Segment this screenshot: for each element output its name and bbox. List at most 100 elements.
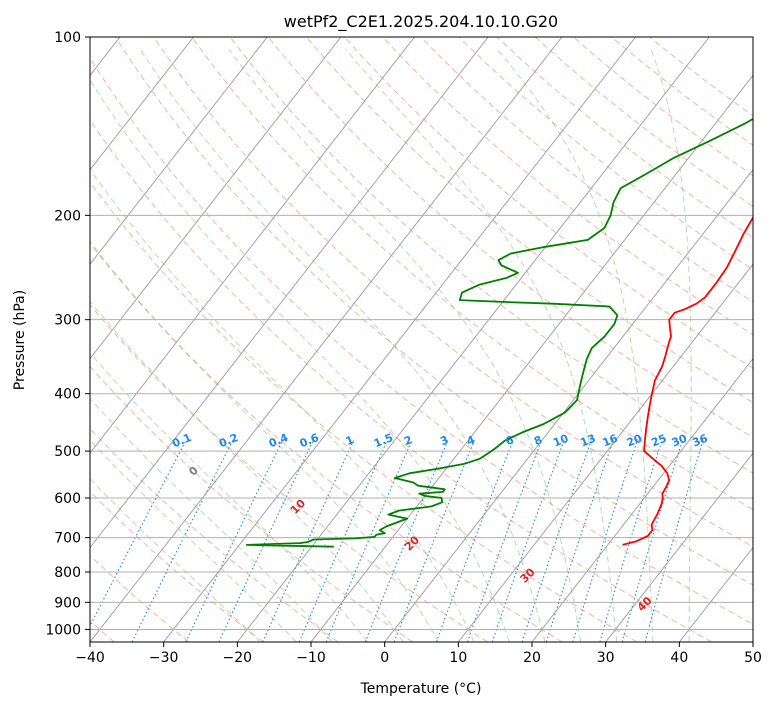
- isotherm-line: [605, 452, 753, 642]
- moist-adiabat-line: [228, 49, 582, 642]
- y-tick-label: 700: [54, 531, 81, 547]
- dry-adiabat-label: 10: [288, 497, 308, 517]
- mixing-ratio-labels: 0.1 0.2 0.4 0.6 1 1.5 2 3 4 6 8 10 13 16 20 25 30 36: [170, 431, 710, 450]
- mixing-ratio-line: [131, 440, 234, 642]
- mixing-ratio-label: 30: [670, 432, 689, 450]
- isotherm-line: [384, 169, 753, 642]
- dry-adiabats: [90, 37, 753, 642]
- isotherm-line: [531, 357, 753, 642]
- mixing-ratio-label: 1: [344, 433, 356, 448]
- isotherm-line: [752, 641, 753, 642]
- dry-adiabat-line: [90, 119, 712, 642]
- dry-adiabat-line: [611, 37, 753, 146]
- x-axis-ticks: −40 −30 −20 −10 0 10 20 30 40 50: [75, 642, 762, 666]
- isotherm-line: [90, 37, 563, 642]
- mixing-ratio-label: 16: [601, 432, 620, 450]
- mixing-ratio-label: 0.2: [217, 431, 240, 450]
- y-axis-ticks: 100 200 300 400 500 600 700 800 900 1000: [45, 30, 90, 638]
- mixing-ratio-label: 13: [579, 432, 598, 450]
- moist-adiabat-line: [90, 168, 475, 642]
- x-tick-label: 50: [744, 650, 762, 666]
- moist-adiabat-line: [90, 300, 404, 642]
- mixing-ratio-line: [644, 440, 704, 642]
- mixing-ratio-line: [262, 440, 355, 642]
- isotherm-line: [163, 37, 636, 642]
- profile-series: [245, 117, 753, 548]
- moist-adiabat-line: [90, 352, 369, 642]
- x-tick-label: −20: [223, 650, 253, 666]
- mixing-ratio-line: [466, 440, 543, 642]
- y-axis-label: Pressure (hPa): [12, 290, 28, 390]
- mixing-ratio-label: 25: [649, 432, 668, 450]
- x-tick-label: 20: [523, 650, 541, 666]
- moist-adiabats: [90, 49, 692, 642]
- moist-adiabat-line: [497, 49, 654, 642]
- y-tick-label: 100: [54, 30, 81, 46]
- dry-adiabat-line: [90, 242, 563, 642]
- mixing-ratio-label: 3: [438, 433, 450, 448]
- isotherm-line: [90, 37, 342, 360]
- mixing-ratio-line: [572, 440, 638, 642]
- temperature-line: [622, 215, 753, 546]
- dry-adiabat-line: [90, 427, 339, 642]
- y-tick-label: 500: [54, 444, 81, 460]
- moist-adiabat-line: [650, 49, 692, 642]
- x-tick-label: 30: [597, 650, 615, 666]
- moist-adiabat-line: [90, 439, 297, 642]
- dry-adiabat-line: [267, 37, 753, 438]
- dewpoint-line: [245, 117, 753, 548]
- mixing-ratio-line: [621, 440, 683, 642]
- mixing-ratio-label: 20: [625, 432, 644, 450]
- mixing-ratio-lines: [90, 440, 704, 642]
- mixing-ratio-label: 36: [691, 432, 710, 450]
- y-tick-label: 300: [54, 313, 81, 329]
- x-tick-label: −30: [149, 650, 179, 666]
- moist-adiabat-line: [345, 49, 618, 642]
- x-tick-label: −10: [296, 650, 326, 666]
- y-tick-label: 400: [54, 387, 81, 403]
- isotherm-line: [236, 37, 710, 642]
- moist-adiabat-line: [139, 49, 546, 642]
- mixing-ratio-line: [185, 440, 283, 642]
- y-tick-label: 900: [54, 595, 81, 611]
- dry-adiabat-line: [90, 56, 753, 625]
- y-tick-label: 800: [54, 565, 81, 581]
- moist-adiabat-line: [90, 240, 439, 642]
- x-tick-label: −40: [75, 650, 105, 666]
- x-tick-label: 40: [670, 650, 688, 666]
- x-tick-label: 0: [380, 650, 389, 666]
- dry-adiabat-line: [382, 37, 753, 336]
- x-tick-label: 10: [449, 650, 467, 666]
- dry-adiabat-line: [229, 37, 753, 474]
- dry-adiabat-line: [344, 37, 753, 369]
- dry-adiabat-line: [420, 37, 753, 303]
- dry-adiabat-label: 30: [518, 565, 538, 585]
- mixing-ratio-line: [491, 440, 565, 642]
- mixing-ratio-line: [545, 440, 614, 642]
- dry-adiabat-line: [534, 37, 753, 207]
- mixing-ratio-label: 8: [532, 433, 544, 448]
- y-tick-label: 200: [54, 208, 81, 224]
- mixing-ratio-line: [599, 440, 663, 642]
- dry-adiabat-line: [573, 37, 753, 177]
- plot-frame: [89, 36, 754, 643]
- dry-adiabat-line: [90, 490, 264, 642]
- isotherm-line: [310, 74, 753, 642]
- mixing-ratio-line: [90, 440, 187, 628]
- x-axis-label: Temperature (°C): [360, 681, 482, 697]
- isotherm-line: [90, 37, 268, 265]
- skewed-isotherms: [90, 37, 753, 642]
- mixing-ratio-line: [521, 440, 592, 642]
- dry-adiabat-label: 20: [402, 533, 422, 553]
- dry-adiabat-line: [153, 37, 753, 548]
- y-tick-label: 1000: [45, 622, 81, 638]
- chart-title: wetPf2_C2E1.2025.204.10.10.G20: [284, 12, 558, 32]
- mixing-ratio-label: 10: [551, 432, 570, 450]
- dry-adiabat-line: [90, 181, 638, 642]
- mixing-ratio-label: 0.4: [267, 431, 290, 450]
- dry-adiabat-line: [115, 37, 753, 586]
- mixing-ratio-line: [298, 440, 388, 642]
- mixing-ratio-line: [325, 440, 413, 642]
